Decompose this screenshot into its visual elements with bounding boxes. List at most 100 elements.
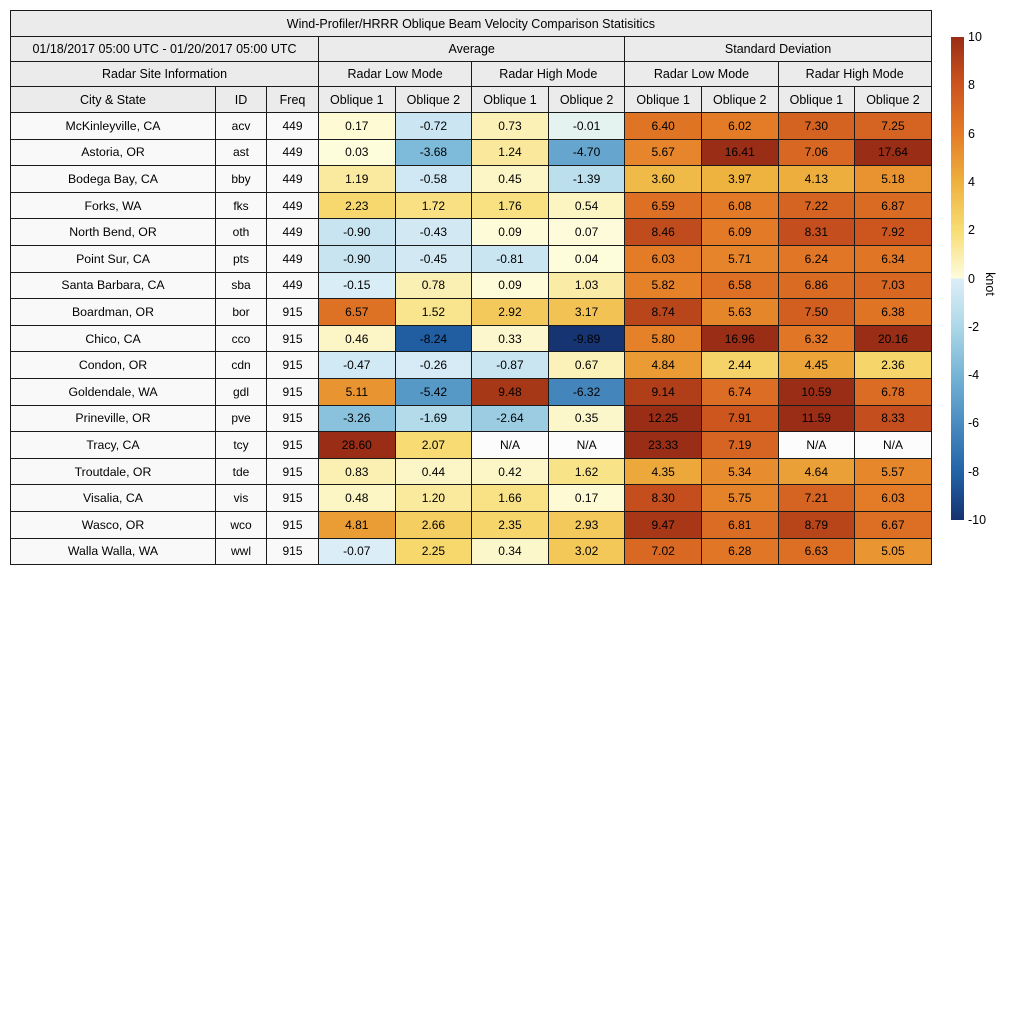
- value-cell: 6.86: [777, 271, 856, 300]
- value-cell: -0.90: [318, 218, 396, 246]
- value-cell: 7.50: [777, 298, 856, 326]
- value-cell: 7.91: [700, 404, 779, 433]
- value-cell: -0.01: [547, 112, 626, 140]
- city-state-cell: North Bend, OR: [10, 218, 216, 246]
- value-cell: -3.26: [318, 404, 396, 433]
- city-state-cell: Forks, WA: [10, 191, 216, 220]
- value-cell: -2.64: [471, 404, 549, 433]
- table-row: Chico, CA cco 915 0.46 -8.24 0.33 -9.89 5.80 16.…: [10, 324, 932, 353]
- site-id-cell: bor: [215, 298, 267, 326]
- freq-cell: 915: [266, 457, 319, 486]
- value-cell: 8.79: [777, 510, 856, 539]
- value-cell: 1.19: [318, 165, 396, 193]
- site-id-cell: gdl: [215, 377, 267, 406]
- freq-cell: 915: [266, 377, 319, 406]
- site-id-cell: ast: [215, 138, 267, 167]
- value-cell: -0.72: [394, 112, 473, 140]
- site-id-cell: tcy: [215, 431, 267, 459]
- value-cell: 16.41: [700, 138, 779, 167]
- value-cell: 23.33: [624, 431, 702, 459]
- value-cell: 8.74: [624, 298, 702, 326]
- value-cell: 7.02: [624, 537, 702, 566]
- value-cell: 5.63: [700, 298, 779, 326]
- city-state-cell: Point Sur, CA: [10, 244, 216, 273]
- value-cell: 0.83: [318, 457, 396, 486]
- value-cell: 6.74: [700, 377, 779, 406]
- value-cell: 0.45: [471, 165, 549, 193]
- value-cell: -0.87: [471, 351, 549, 379]
- value-cell: 5.05: [854, 537, 932, 566]
- value-cell: 8.33: [854, 404, 932, 433]
- value-cell: -0.47: [318, 351, 396, 379]
- col-header-oblique: Oblique 2: [547, 86, 626, 113]
- city-state-cell: Tracy, CA: [10, 431, 216, 459]
- table-row: Forks, WA fks 449 2.23 1.72 1.76 0.54 6.59 6.08 7…: [10, 191, 932, 220]
- value-cell: 7.03: [854, 271, 932, 300]
- value-cell: 0.34: [471, 537, 549, 566]
- freq-cell: 915: [266, 298, 319, 326]
- value-cell: 10.59: [777, 377, 856, 406]
- table-row: Condon, OR cdn 915 -0.47 -0.26 -0.87 0.67 4.84 2…: [10, 351, 932, 379]
- freq-cell: 449: [266, 218, 319, 246]
- value-cell: 2.35: [471, 510, 549, 539]
- value-cell: 6.87: [854, 191, 932, 220]
- value-cell: 9.48: [471, 377, 549, 406]
- value-cell: 0.67: [547, 351, 626, 379]
- city-state-cell: Visalia, CA: [10, 484, 216, 512]
- table-title: Wind-Profiler/HRRR Oblique Beam Velocity…: [10, 10, 932, 37]
- value-cell: -5.42: [394, 377, 473, 406]
- mode-header-row: Radar Site Information Radar Low Mode Ra…: [10, 61, 932, 87]
- group-header-row: 01/18/2017 05:00 UTC - 01/20/2017 05:00 …: [10, 36, 932, 62]
- city-state-cell: McKinleyville, CA: [10, 112, 216, 140]
- col-header-city-state: City & State: [10, 86, 216, 113]
- city-state-cell: Santa Barbara, CA: [10, 271, 216, 300]
- value-cell: 4.81: [318, 510, 396, 539]
- value-cell: 16.96: [700, 324, 779, 353]
- freq-cell: 449: [266, 165, 319, 193]
- value-cell: 0.48: [318, 484, 396, 512]
- value-cell: 3.02: [547, 537, 626, 566]
- freq-cell: 915: [266, 324, 319, 353]
- colorbar-tick-label: -4: [968, 367, 980, 382]
- value-cell: 17.64: [854, 138, 932, 167]
- value-cell: 4.64: [777, 457, 856, 486]
- site-id-cell: fks: [215, 191, 267, 220]
- city-state-cell: Goldendale, WA: [10, 377, 216, 406]
- value-cell: 0.44: [394, 457, 473, 486]
- value-cell: 3.17: [547, 298, 626, 326]
- date-range: 01/18/2017 05:00 UTC - 01/20/2017 05:00 …: [10, 36, 319, 62]
- value-cell: 6.58: [700, 271, 779, 300]
- value-cell: 0.73: [471, 112, 549, 140]
- colorbar-tick-label: -2: [968, 319, 980, 334]
- value-cell: 1.52: [394, 298, 473, 326]
- value-cell: 1.76: [471, 191, 549, 220]
- value-cell: 0.46: [318, 324, 396, 353]
- city-state-cell: Bodega Bay, CA: [10, 165, 216, 193]
- value-cell: 0.09: [471, 218, 549, 246]
- value-cell: 0.09: [471, 271, 549, 300]
- colorbar-tick-label: -8: [968, 464, 980, 479]
- value-cell: 1.66: [471, 484, 549, 512]
- site-id-cell: cdn: [215, 351, 267, 379]
- mode-label: Radar Low Mode: [624, 61, 779, 87]
- value-cell: 7.92: [854, 218, 932, 246]
- table-row: Troutdale, OR tde 915 0.83 0.44 0.42 1.62 4.35 5…: [10, 457, 932, 486]
- value-cell: 6.63: [777, 537, 856, 566]
- value-cell: 28.60: [318, 431, 396, 459]
- value-cell: 6.38: [854, 298, 932, 326]
- table-row: Point Sur, CA pts 449 -0.90 -0.45 -0.81 0.04 6.…: [10, 244, 932, 273]
- table-row: Tracy, CA tcy 915 28.60 2.07 N/A N/A 23.33 7.19 N…: [10, 431, 932, 459]
- value-cell: -0.07: [318, 537, 396, 566]
- table-row: Visalia, CA vis 915 0.48 1.20 1.66 0.17 8.30 5.7…: [10, 484, 932, 512]
- col-header-oblique: Oblique 2: [394, 86, 473, 113]
- site-id-cell: cco: [215, 324, 267, 353]
- city-state-cell: Troutdale, OR: [10, 457, 216, 486]
- value-cell: -0.43: [394, 218, 473, 246]
- value-cell: 8.46: [624, 218, 702, 246]
- value-cell: -0.58: [394, 165, 473, 193]
- col-header-oblique: Oblique 2: [700, 86, 779, 113]
- value-cell: 5.82: [624, 271, 702, 300]
- city-state-cell: Chico, CA: [10, 324, 216, 353]
- table-row: Wasco, OR wco 915 4.81 2.66 2.35 2.93 9.47 6.81 8…: [10, 510, 932, 539]
